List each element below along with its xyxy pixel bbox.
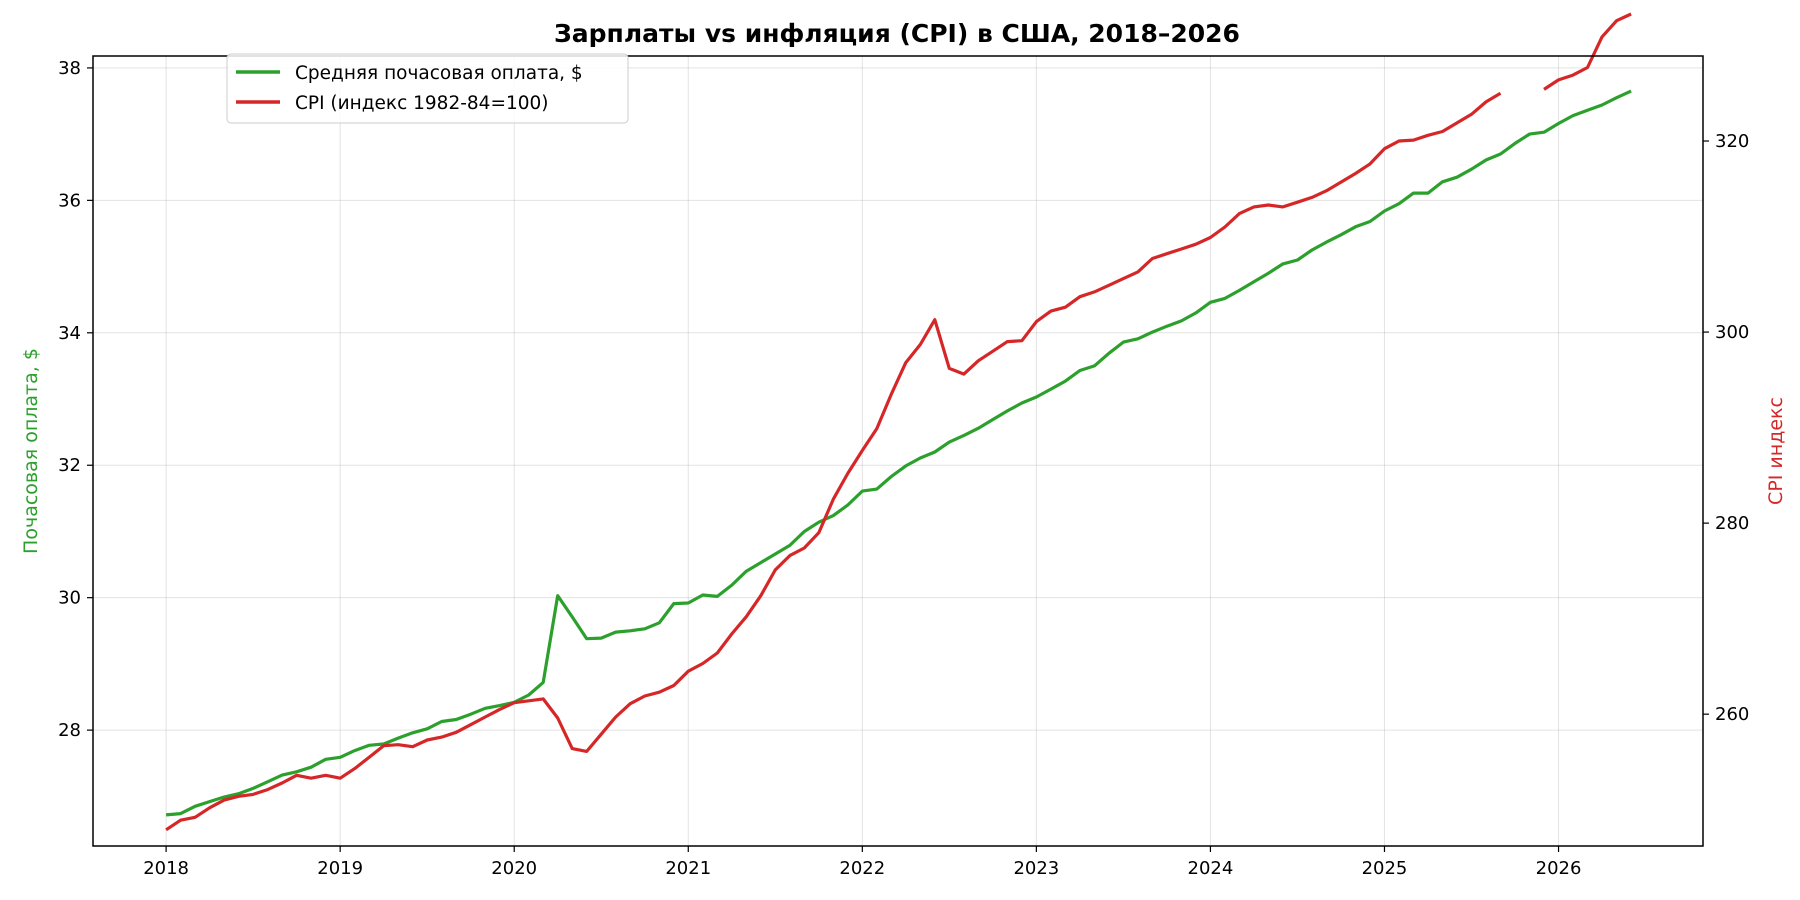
grid [93,56,1703,846]
x-tick-label-1: 2019 [317,858,363,879]
x-tick-label-8: 2026 [1536,858,1582,879]
legend-box [226,53,629,124]
axis-ticks: 2018 2019 2020 2021 2022 2023 2024 2025 2026 28 30… [58,58,1749,879]
y-right-tick-label-2: 300 [1715,322,1749,343]
x-tick-label-0: 2018 [143,858,189,879]
x-tick-label-3: 2021 [665,858,711,879]
y-axis-label-left: Почасовая оплата, $ [20,348,42,554]
x-tick-label-5: 2023 [1013,858,1059,879]
x-tick-label-4: 2022 [839,858,885,879]
y-left-tick-label-3: 34 [58,323,81,344]
series-line-0 [165,89,1632,817]
y-left-tick-label-0: 28 [58,720,81,741]
y-left-tick-label-2: 32 [58,455,81,476]
x-tick-label-2: 2020 [491,858,537,879]
y-right-tick-label-3: 320 [1715,131,1749,152]
x-tick-label-7: 2025 [1362,858,1408,879]
y-axis-label-right: CPI индекс [1765,397,1787,505]
legend: Средняя почасовая оплата, $ CPI (индекс … [226,53,629,124]
series-lines [165,12,1632,832]
y-right-tick-label-1: 280 [1715,513,1749,534]
chart-title: Зарплаты vs инфляция (CPI) в США, 2018–2… [554,19,1240,48]
plot-frame [92,55,1704,847]
legend-label-wages: Средняя почасовая оплата, $ [295,63,583,84]
series-line-1 [165,12,1632,832]
y-left-tick-label-1: 30 [58,588,81,609]
y-left-tick-label-4: 36 [58,190,81,211]
y-right-tick-label-0: 260 [1715,704,1749,725]
legend-label-cpi: CPI (индекс 1982-84=100) [295,93,548,114]
x-tick-label-6: 2024 [1188,858,1234,879]
y-left-tick-label-5: 38 [58,58,81,79]
